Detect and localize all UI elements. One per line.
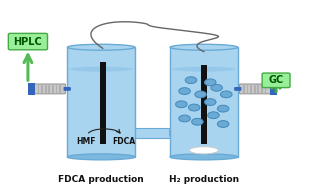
Bar [30,83,35,94]
FancyBboxPatch shape [239,84,271,94]
Circle shape [208,112,219,119]
Bar [133,128,172,138]
Text: HPLC: HPLC [13,37,42,46]
Bar [52,85,54,93]
Ellipse shape [172,67,236,72]
Circle shape [176,101,187,108]
Bar [38,85,39,93]
Bar [67,47,135,157]
Ellipse shape [67,44,135,50]
Circle shape [179,115,190,122]
Circle shape [235,88,240,90]
Text: FDCA production: FDCA production [58,175,144,184]
Ellipse shape [131,128,135,138]
Circle shape [192,118,203,125]
Circle shape [211,84,222,91]
Circle shape [185,77,197,84]
Circle shape [221,91,232,98]
Ellipse shape [189,147,218,154]
Bar [274,83,277,94]
Text: HMF: HMF [76,137,96,146]
Bar [100,61,106,144]
Bar [261,85,263,93]
FancyBboxPatch shape [8,33,48,50]
Ellipse shape [170,128,174,138]
Ellipse shape [69,67,133,72]
Bar [28,83,31,94]
Bar [59,85,61,93]
Bar [56,85,57,93]
Ellipse shape [170,44,238,50]
Circle shape [217,121,229,127]
Bar [257,85,259,93]
Circle shape [65,88,70,90]
Circle shape [204,99,216,105]
Circle shape [204,79,216,86]
Bar [45,85,47,93]
Text: GC: GC [268,75,284,85]
Circle shape [217,105,229,112]
Circle shape [179,88,190,94]
Bar [265,85,266,93]
FancyBboxPatch shape [234,87,241,91]
Circle shape [188,104,200,111]
Bar [48,85,50,93]
Bar [250,85,252,93]
Text: H₂ production: H₂ production [169,175,239,184]
Bar [247,85,248,93]
FancyBboxPatch shape [262,73,290,88]
Bar [201,65,207,144]
Ellipse shape [67,154,135,160]
FancyBboxPatch shape [64,87,71,91]
Bar [41,85,43,93]
Ellipse shape [170,154,238,160]
Bar [254,85,256,93]
Bar [170,47,238,157]
Text: FDCA: FDCA [112,137,135,146]
FancyBboxPatch shape [34,84,65,94]
Circle shape [195,91,206,98]
Bar [243,85,245,93]
Bar [270,83,275,94]
